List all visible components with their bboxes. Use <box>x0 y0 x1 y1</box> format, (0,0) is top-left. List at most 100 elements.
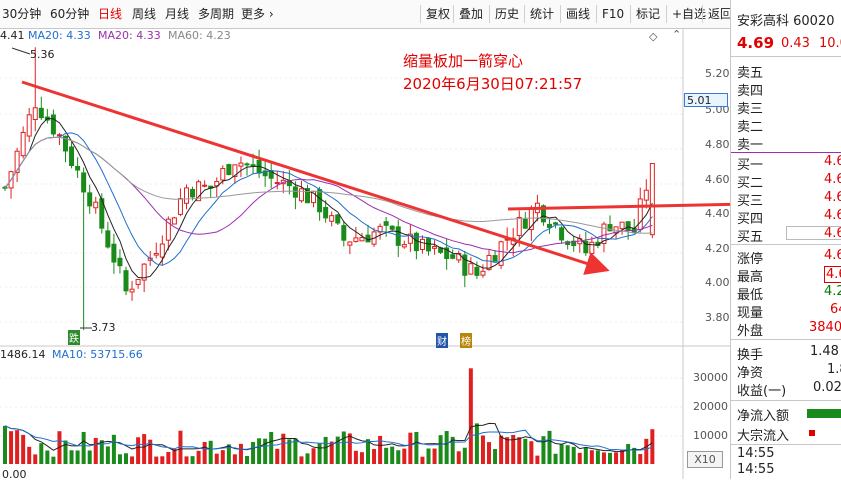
volume-bar <box>499 435 504 464</box>
volume-bar <box>353 450 358 464</box>
period-daily[interactable]: 日线 <box>98 7 123 21</box>
kline-chart-area[interactable]: 4.41 MA20: 4.33 MA20: 4.33 MA60: 4.23 ◇ … <box>0 28 730 481</box>
marker-finance[interactable]: 财 <box>436 333 448 348</box>
volume-bar <box>196 450 201 464</box>
divider <box>731 400 841 401</box>
candle-body <box>159 243 165 258</box>
candle-body <box>153 252 159 256</box>
statistics-button[interactable]: 统计 <box>524 5 554 23</box>
volume-bar <box>45 450 50 464</box>
stat-value: 4.6 <box>824 266 841 283</box>
volume-bar <box>184 456 189 464</box>
stat2-label: 换手 <box>737 348 764 363</box>
period-30min[interactable]: 30分钟 <box>2 7 42 21</box>
marker-rank[interactable]: 榜 <box>460 333 472 348</box>
candle-body <box>571 240 577 247</box>
candle-body <box>274 182 280 185</box>
volume-tick: 30000 <box>693 371 728 384</box>
candle-body <box>353 237 359 242</box>
volume-bar <box>232 454 237 464</box>
candle-body <box>69 146 75 166</box>
stat-label: 现量 <box>737 306 764 321</box>
volume-unit-button[interactable]: X10 <box>687 451 723 468</box>
volume-bar <box>384 447 389 464</box>
restore-rights-button[interactable]: 复权 <box>420 5 450 23</box>
breakout-arrow-right <box>507 202 730 211</box>
last-price: 4.69 <box>737 34 775 52</box>
price-tick: 4.40 <box>705 207 730 220</box>
volume-bar <box>69 450 74 464</box>
collapse-icon[interactable]: ⌃ <box>672 28 682 41</box>
flow-label: 净流入额 <box>737 409 790 424</box>
buy-level-1-label: 买一 <box>737 158 764 173</box>
candle-body <box>56 134 62 137</box>
volume-bar <box>293 438 298 464</box>
candle-body <box>305 188 310 204</box>
buy-level-5-box <box>786 226 841 240</box>
volume-bar <box>317 443 322 464</box>
candle-body <box>323 207 329 219</box>
volume-bar <box>263 438 268 464</box>
volume-bar <box>275 448 280 464</box>
period-monthly[interactable]: 月线 <box>165 7 190 21</box>
volume-bar <box>408 432 413 464</box>
high-pointer <box>11 47 31 55</box>
annotation-title: 缩量板加一箭穿心 <box>403 52 524 70</box>
buy-level-4-price: 4.6 <box>824 208 841 223</box>
vol-ma10-line <box>4 425 653 451</box>
volume-bar <box>511 434 516 464</box>
candle-body <box>516 216 522 237</box>
candle-body <box>444 247 450 259</box>
buy-level-3-price: 4.6 <box>824 190 841 205</box>
candle-body <box>238 162 244 167</box>
candle-body <box>474 266 480 276</box>
candle-body <box>32 107 38 120</box>
candle-body <box>407 233 413 244</box>
back-button[interactable]: 返回 <box>702 5 732 23</box>
volume-bar <box>220 450 225 464</box>
period-multi[interactable]: 多周期 <box>198 7 235 21</box>
period-weekly[interactable]: 周线 <box>132 7 157 21</box>
volume-bar <box>396 450 401 464</box>
volume-bar <box>450 436 455 464</box>
stat-label: 最低 <box>737 288 764 303</box>
volume-bar <box>559 444 564 464</box>
candle-body <box>317 189 323 213</box>
candle-body <box>75 166 81 171</box>
stat2-value: 1.48 <box>810 344 839 359</box>
candle-body <box>177 198 183 215</box>
candle-body <box>389 225 395 230</box>
price-indicator-prefix: 4.41 <box>0 29 25 42</box>
volume-bar <box>487 442 491 464</box>
more-periods-button[interactable]: 更多 › <box>241 5 274 23</box>
volume-bar <box>565 445 570 464</box>
diamond-icon[interactable]: ◇ <box>649 30 658 43</box>
candle-body <box>450 254 456 259</box>
add-watchlist-button[interactable]: +自选 <box>666 5 706 23</box>
f10-button[interactable]: F10 <box>596 5 624 23</box>
stock-name: 安彩高科 60020 <box>737 14 835 29</box>
price-tick: 4.60 <box>705 173 730 186</box>
volume-bar <box>426 448 431 464</box>
mark-button[interactable]: 标记 <box>630 5 660 23</box>
draw-line-button[interactable]: 画线 <box>560 5 590 23</box>
candle-body <box>129 288 135 293</box>
volume-bar <box>323 436 328 464</box>
volume-bar <box>547 430 552 464</box>
price-change: 0.43 <box>781 36 810 51</box>
stat-value: 4.6 <box>824 248 841 263</box>
volume-bar <box>468 368 473 464</box>
volume-bar <box>390 446 395 464</box>
history-button[interactable]: 历史 <box>489 5 519 23</box>
marker-fall[interactable]: 跌 <box>68 330 80 345</box>
overlay-button[interactable]: 叠加 <box>453 5 483 23</box>
more-label: 更多 <box>241 7 266 21</box>
volume-bar <box>329 441 334 464</box>
block-inflow-bar <box>809 430 815 436</box>
buy-level-2-price: 4.6 <box>824 172 841 187</box>
period-60min[interactable]: 60分钟 <box>50 7 90 21</box>
candle-body <box>335 214 341 224</box>
volume-bar <box>81 431 86 464</box>
volume-bar <box>553 453 558 464</box>
volume-bar <box>105 446 110 464</box>
